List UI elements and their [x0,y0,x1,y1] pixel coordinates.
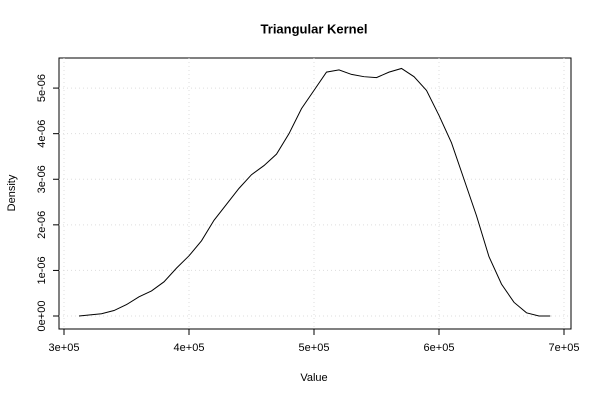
plot-frame [58,57,572,330]
y-tick-label: 5e-06 [36,74,48,102]
y-tick-label: 3e-06 [36,165,48,193]
x-tick-label: 3e+05 [49,342,80,354]
x-tick-label: 5e+05 [299,342,330,354]
y-axis-label: Density [6,174,18,211]
x-axis-label: Value [300,372,327,384]
x-tick-label: 7e+05 [549,342,580,354]
y-tick-label: 0e+00 [36,301,48,332]
y-tick-label: 2e-06 [36,211,48,239]
x-tick-label: 6e+05 [424,342,455,354]
y-tick-label: 1e-06 [36,256,48,284]
density-line [78,67,551,317]
chart-title: Triangular Kernel [261,21,368,36]
x-tick-label: 4e+05 [174,342,205,354]
y-tick-label: 4e-06 [36,120,48,148]
